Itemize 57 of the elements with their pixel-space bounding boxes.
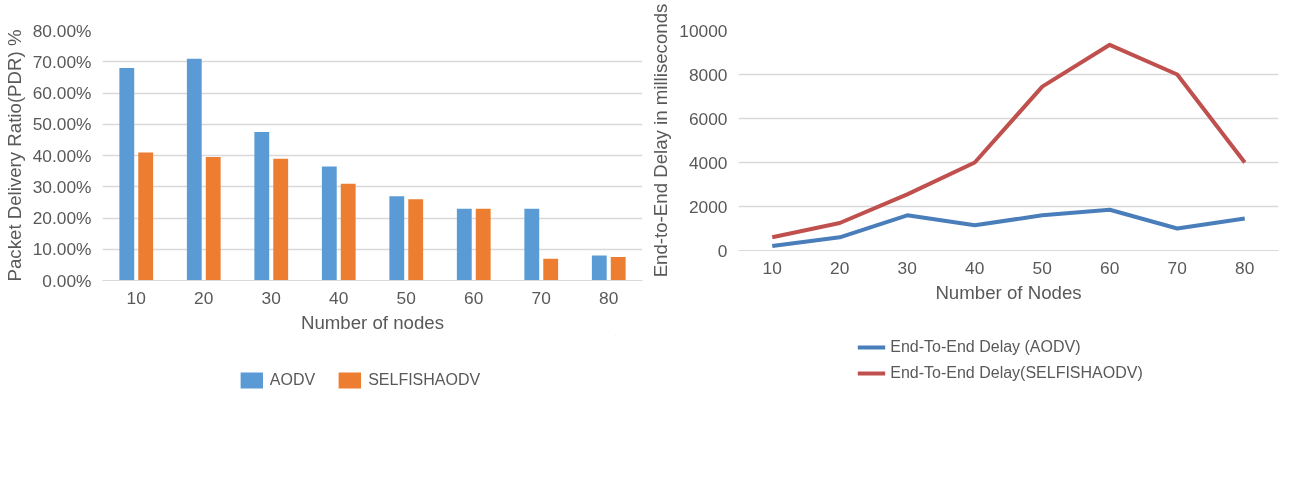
x-tick-label: 70 bbox=[1167, 257, 1187, 278]
y-axis-title: End-to-End Delay in milliseconds bbox=[650, 3, 672, 278]
bar bbox=[119, 68, 135, 281]
x-tick-label: 70 bbox=[531, 287, 551, 308]
y-tick-label: 8000 bbox=[688, 64, 728, 85]
bar bbox=[254, 132, 270, 281]
bar bbox=[456, 208, 472, 281]
bar bbox=[475, 208, 491, 281]
y-tick-label: 70.00% bbox=[32, 51, 92, 72]
y-tick-label: 6000 bbox=[688, 108, 728, 129]
x-tick-label: 50 bbox=[1032, 257, 1052, 278]
bar bbox=[138, 152, 154, 281]
bar bbox=[591, 255, 607, 281]
y-tick-label: 60.00% bbox=[32, 83, 92, 103]
x-axis-title: Number of Nodes bbox=[935, 281, 1082, 303]
y-tick-label: 50.00% bbox=[32, 114, 92, 135]
legend-label: End-To-End Delay (AODV) bbox=[890, 338, 1081, 356]
x-tick-label: 20 bbox=[830, 257, 850, 278]
legend-label: AODV bbox=[269, 371, 316, 389]
y-tick-label: 80.00% bbox=[32, 20, 92, 41]
x-tick-label: 60 bbox=[464, 287, 484, 308]
legend-label: End-To-End Delay(SELFISHAODV) bbox=[890, 364, 1143, 382]
line-series bbox=[770, 42, 1247, 240]
bar bbox=[273, 158, 289, 281]
bar bbox=[524, 208, 540, 281]
bar bbox=[389, 196, 405, 281]
bar bbox=[543, 258, 559, 281]
bar bbox=[408, 199, 424, 281]
y-tick-label: 20.00% bbox=[32, 208, 92, 228]
line-series bbox=[770, 207, 1247, 249]
bar bbox=[186, 58, 202, 281]
y-tick-label: 4000 bbox=[688, 152, 728, 173]
legend-label: SELFISHAODV bbox=[368, 371, 481, 389]
x-tick-label: 10 bbox=[126, 287, 146, 308]
y-tick-label: 0 bbox=[717, 240, 728, 261]
x-tick-label: 40 bbox=[965, 257, 985, 278]
y-tick-label: 10.00% bbox=[32, 239, 92, 260]
x-tick-label: 80 bbox=[1235, 257, 1255, 278]
y-tick-label: 2000 bbox=[688, 196, 728, 217]
x-tick-label: 40 bbox=[329, 287, 349, 308]
x-axis-title: Number of nodes bbox=[300, 311, 445, 333]
x-tick-label: 60 bbox=[1100, 257, 1120, 278]
x-tick-label: 80 bbox=[599, 287, 619, 308]
x-tick-label: 30 bbox=[261, 287, 281, 308]
y-tick-label: 40.00% bbox=[32, 145, 92, 166]
x-tick-label: 50 bbox=[396, 287, 416, 308]
bar bbox=[340, 183, 356, 281]
bar bbox=[205, 157, 221, 281]
x-tick-label: 10 bbox=[762, 257, 782, 278]
y-tick-label: 0.00% bbox=[42, 270, 92, 291]
x-tick-label: 20 bbox=[194, 287, 214, 308]
bar bbox=[321, 166, 337, 281]
y-tick-label: 10000 bbox=[679, 20, 728, 41]
x-tick-label: 30 bbox=[897, 257, 917, 278]
bar bbox=[610, 257, 626, 281]
y-tick-label: 30.00% bbox=[32, 176, 92, 197]
y-axis-title: Packet Delivery Ratio(PDR) % bbox=[3, 29, 25, 282]
